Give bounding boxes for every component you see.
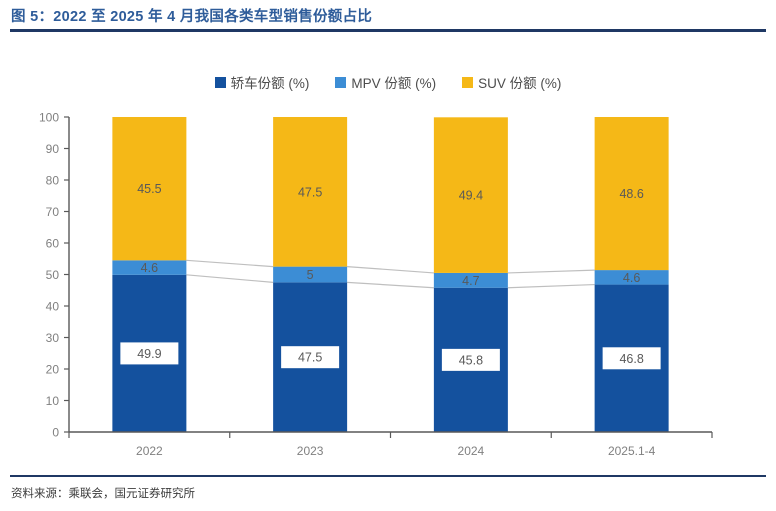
bar-value-label: 46.8 xyxy=(619,352,643,366)
figure-header: 图 5：2022 至 2025 年 4 月我国各类车型销售份额占比 xyxy=(0,0,776,32)
bar-value-label: 45.8 xyxy=(459,353,483,367)
bar-segment xyxy=(594,117,669,271)
legend-item-mpv[interactable]: MPV 份额 (%) xyxy=(335,72,436,92)
x-axis-category-label: 2025.1-4 xyxy=(608,444,656,458)
legend-item-sedan[interactable]: 轿车份额 (%) xyxy=(214,72,310,92)
bar-value-label: 4.6 xyxy=(623,271,640,285)
bar-value-label: 49.9 xyxy=(137,347,161,361)
bar-segment xyxy=(112,117,187,261)
x-axis-category-label: 2023 xyxy=(297,444,324,458)
bar-segment xyxy=(273,282,348,432)
connector-line xyxy=(186,259,274,268)
bar-segment xyxy=(433,287,508,432)
data-label-box xyxy=(120,342,179,365)
x-axis-category-label: 2024 xyxy=(458,444,485,458)
data-label-box xyxy=(602,347,661,370)
bar-segment xyxy=(594,270,669,285)
y-axis-tick-label: 90 xyxy=(46,142,60,156)
legend-item-label: MPV 份额 (%) xyxy=(351,76,437,91)
y-axis-tick-label: 70 xyxy=(46,205,60,219)
bar-segment xyxy=(273,117,348,267)
connector-line xyxy=(347,266,434,274)
bar-segment xyxy=(433,272,508,288)
bar-value-label: 48.6 xyxy=(619,187,643,201)
bar-segment xyxy=(112,274,187,432)
header-divider xyxy=(10,29,766,32)
y-axis-tick-label: 80 xyxy=(46,174,60,188)
data-label-group: 49.9 4.6 45.5 47.5 5 47.5 45.8 4.7 49.4 46.8 4.6 48… xyxy=(120,182,661,371)
source-note: 资料来源：乘联会，国元证券研究所 xyxy=(11,488,195,500)
bar-segment xyxy=(273,266,348,283)
bar-value-label: 4.6 xyxy=(141,261,158,275)
data-label-box xyxy=(441,348,500,371)
y-axis-tick-label: 100 xyxy=(39,111,59,125)
footer-divider xyxy=(10,475,766,477)
y-axis-tick-label: 60 xyxy=(46,237,60,251)
legend-item-suv[interactable]: SUV 份额 (%) xyxy=(462,72,561,92)
page-title: 图 5：2022 至 2025 年 4 月我国各类车型销售份额占比 xyxy=(11,9,373,25)
chart-plot-area: 0 10 20 30 40 50 60 70 80 90 100 2022 2023 2024 2025.1… xyxy=(39,111,713,458)
figure-footer: 资料来源：乘联会，国元证券研究所 xyxy=(0,475,776,511)
connector-line xyxy=(507,269,595,274)
y-axis-tick-label: 20 xyxy=(46,363,60,377)
bar-value-label: 4.7 xyxy=(462,274,479,288)
bar-value-label: 49.4 xyxy=(459,189,483,203)
y-axis-tick-label: 40 xyxy=(46,300,60,314)
legend-swatch-icon xyxy=(462,76,474,88)
legend-item-label: 轿车份额 (%) xyxy=(230,76,310,91)
data-label-box xyxy=(281,346,340,369)
legend-item-label: SUV 份额 (%) xyxy=(478,76,562,91)
y-axis-tick-label: 10 xyxy=(46,394,60,408)
connector-line xyxy=(507,283,595,289)
y-axis-tick-label: 50 xyxy=(46,268,60,282)
connector-line xyxy=(186,274,274,283)
stacked-bar-chart: 0 10 20 30 40 50 60 70 80 90 100 2022 2023 2024 2025.1… xyxy=(39,111,713,458)
bar-segment xyxy=(594,284,669,432)
axis-group: 0 10 20 30 40 50 60 70 80 90 100 2022 2023 2024 2025.1… xyxy=(39,111,713,458)
bar-value-label: 5 xyxy=(307,268,314,282)
y-axis-tick-label: 30 xyxy=(46,331,60,345)
bar-value-label: 45.5 xyxy=(137,182,161,196)
legend-swatch-icon xyxy=(214,76,226,88)
bar-value-label: 47.5 xyxy=(298,185,322,199)
bar-segment xyxy=(433,117,508,273)
bar-value-label: 47.5 xyxy=(298,351,322,365)
series-connector-lines xyxy=(186,259,595,289)
bar-segment xyxy=(112,260,187,275)
y-axis-tick-label: 0 xyxy=(52,426,59,440)
x-axis-category-label: 2022 xyxy=(136,444,163,458)
bar-series-group xyxy=(112,117,669,432)
legend-swatch-icon xyxy=(335,76,347,88)
connector-line xyxy=(347,281,434,289)
chart-legend: 轿车份额 (%) MPV 份额 (%) SUV 份额 (%) xyxy=(0,72,776,92)
